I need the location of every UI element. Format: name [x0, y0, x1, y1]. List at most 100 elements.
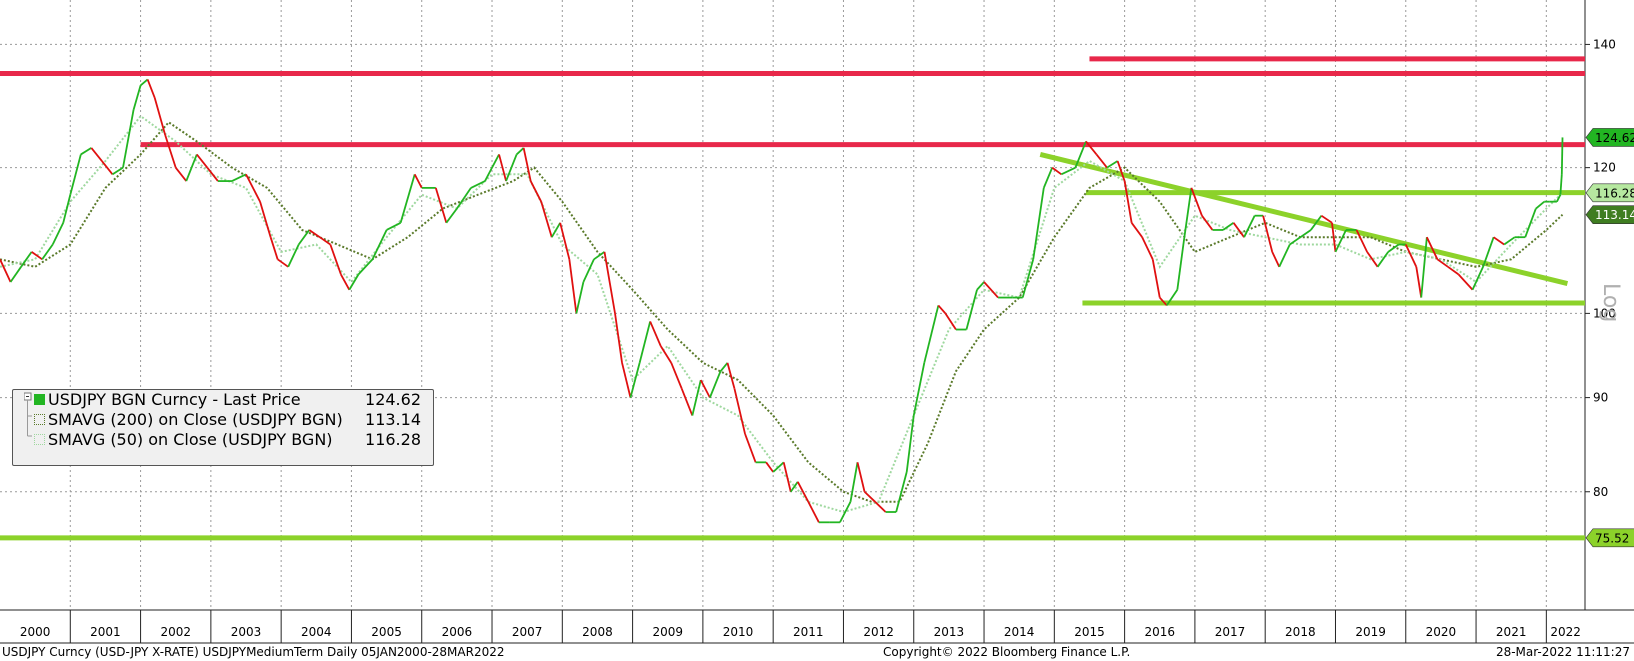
legend-swatch-last-price — [34, 394, 45, 405]
price-segment — [1051, 166, 1062, 176]
price-segment — [1243, 215, 1256, 238]
price-segment — [1334, 229, 1347, 253]
price-segment — [1426, 236, 1439, 260]
price-segment — [1404, 244, 1418, 268]
price-segment — [308, 229, 321, 238]
legend-label: SMAVG (200) on Close (USDJPY BGN) — [48, 410, 343, 429]
x-tick-label: 2021 — [1496, 625, 1527, 639]
price-segment — [185, 154, 198, 182]
value-tag: 113.14 — [1585, 205, 1634, 224]
y-tick-label: 80 — [1593, 485, 1608, 499]
legend-value: 113.14 — [365, 410, 421, 429]
series-line-moving-average — [0, 114, 1564, 514]
price-segment — [1366, 251, 1379, 268]
price-segment — [62, 194, 72, 224]
price-segment — [1060, 166, 1076, 176]
price-segment — [895, 471, 908, 513]
footer-timestamp: 28-Mar-2022 11:11:27 — [1495, 645, 1630, 659]
price-segment — [1278, 244, 1291, 268]
x-tick-label: 2002 — [160, 625, 191, 639]
series-line-moving-average — [0, 120, 1564, 503]
price-segment — [357, 258, 374, 275]
x-tick-label: 2004 — [301, 625, 332, 639]
price-segment — [1355, 229, 1368, 253]
x-tick-label: 2020 — [1426, 625, 1457, 639]
x-tick-label: 2019 — [1355, 625, 1386, 639]
price-segment — [1232, 222, 1245, 238]
price-segment — [807, 501, 820, 523]
price-segment — [1436, 258, 1449, 268]
price-segment — [231, 173, 247, 182]
price-segment — [505, 154, 518, 182]
price-segment — [9, 266, 22, 283]
x-tick-label: 2018 — [1285, 625, 1316, 639]
x-tick-label: 2009 — [652, 625, 683, 639]
price-segment — [1420, 237, 1428, 298]
price-segment — [1190, 187, 1203, 217]
price-segment — [559, 222, 571, 260]
price-segment — [522, 147, 532, 182]
price-segment — [399, 174, 416, 224]
price-segment — [1560, 137, 1564, 175]
price-segment — [1299, 229, 1312, 238]
price-segment — [51, 222, 65, 245]
chart-legend: USDJPY BGN Curncy - Last Price 124.62 SM… — [12, 389, 434, 466]
price-segment — [709, 371, 722, 398]
value-tag: 124.62 — [1585, 128, 1634, 147]
price-segment — [912, 362, 926, 416]
price-segment — [1222, 222, 1235, 231]
value-tag-label: 116.28 — [1595, 186, 1634, 200]
price-segment — [863, 491, 876, 503]
price-segment — [1559, 174, 1563, 195]
price-segment — [245, 173, 261, 203]
price-segment — [1176, 237, 1186, 290]
legend-value: 124.62 — [365, 390, 421, 409]
price-segment — [287, 244, 300, 268]
x-tick-label: 2017 — [1215, 625, 1246, 639]
price-segment — [905, 415, 915, 473]
legend-swatch-smavg50 — [34, 434, 45, 445]
price-segment — [484, 167, 493, 182]
price-segment — [491, 154, 500, 169]
x-tick-label: 2015 — [1074, 625, 1105, 639]
price-segment — [719, 362, 729, 372]
price-segment — [456, 187, 472, 210]
legend-item-smavg200: SMAVG (200) on Close (USDJPY BGN) 113.14 — [13, 410, 433, 430]
price-segment — [593, 251, 605, 261]
price-segment — [965, 289, 978, 330]
price-segment — [445, 208, 458, 224]
price-segment — [1085, 140, 1098, 155]
x-tick-label: 2011 — [793, 625, 824, 639]
value-tag-box — [1585, 205, 1634, 224]
price-segment — [1376, 251, 1389, 268]
price-segment — [348, 273, 360, 291]
price-segment — [1032, 187, 1045, 260]
legend-label: SMAVG (50) on Close (USDJPY BGN) — [48, 430, 333, 449]
price-segment — [1310, 215, 1323, 231]
legend-tree-icon — [24, 392, 32, 437]
price-segment — [371, 229, 388, 260]
x-tick-label: 2014 — [1004, 625, 1035, 639]
price-segment — [568, 259, 578, 314]
value-tag-box — [1585, 128, 1634, 147]
price-segment — [269, 236, 279, 260]
price-segment — [976, 281, 985, 291]
footer-source: USDJPY Curncy (USD-JPY X-RATE) USDJPYMed… — [2, 645, 505, 659]
value-tag: 116.28 — [1585, 183, 1634, 203]
price-segment — [1141, 236, 1154, 260]
price-segment — [670, 362, 683, 390]
price-segment — [164, 134, 177, 168]
value-tag-box — [1585, 183, 1634, 203]
price-segment — [699, 379, 711, 399]
price-segment — [1503, 236, 1516, 246]
price-segment — [796, 481, 810, 503]
price-segment — [41, 243, 54, 260]
x-tick-label: 2005 — [371, 625, 402, 639]
price-segment — [1042, 167, 1054, 189]
price-segment — [603, 251, 616, 314]
price-segment — [874, 501, 887, 513]
price-segment — [614, 313, 623, 363]
price-segment — [206, 167, 219, 182]
price-segment — [1482, 236, 1495, 268]
price-segment — [1095, 153, 1108, 169]
